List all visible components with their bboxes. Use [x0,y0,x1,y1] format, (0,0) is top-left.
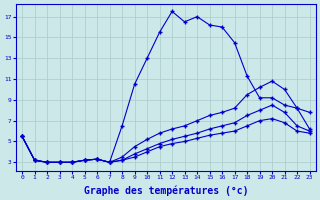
X-axis label: Graphe des températures (°c): Graphe des températures (°c) [84,185,248,196]
